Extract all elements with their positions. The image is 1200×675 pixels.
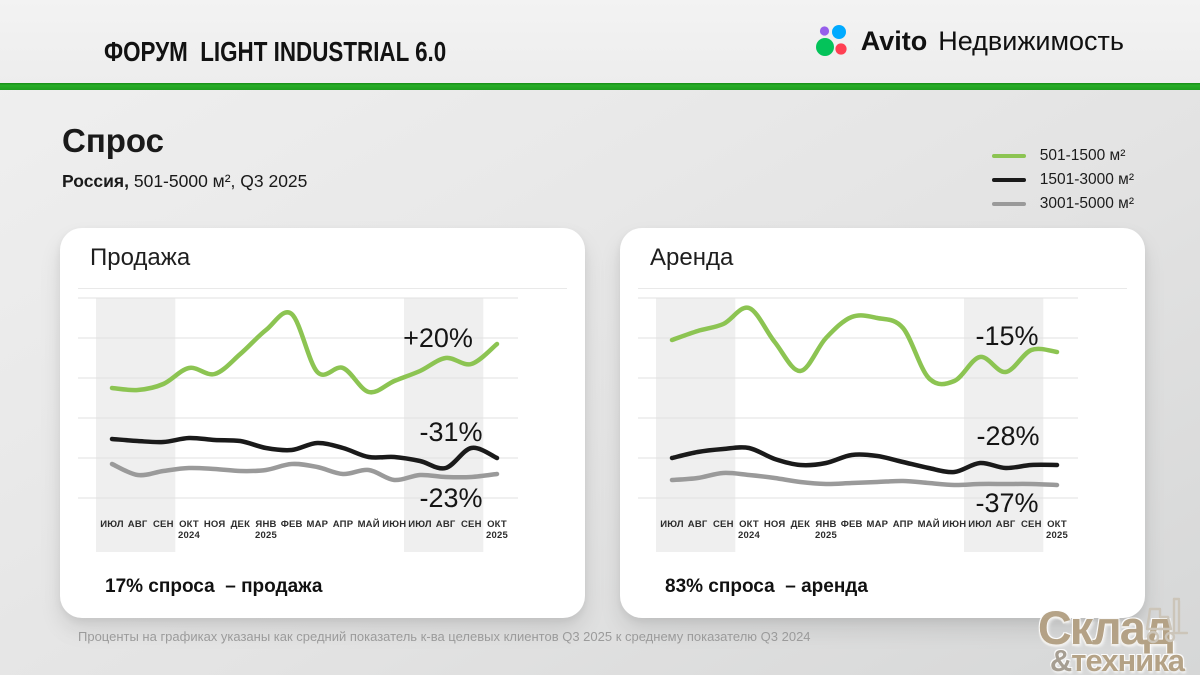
svg-text:-28%: -28%: [976, 421, 1039, 451]
svg-text:ЯНВ: ЯНВ: [255, 519, 276, 530]
subtitle-detail: 501-5000 м², Q3 2025: [129, 171, 308, 191]
svg-text:СЕН: СЕН: [713, 519, 734, 530]
avito-logo-icon: [815, 25, 847, 56]
header-bar: ФОРУМ LIGHT INDUSTRIAL 6.0 Avito Недвижи…: [0, 0, 1200, 83]
svg-text:ОКТ: ОКТ: [739, 519, 759, 530]
legend-label: 3001-5000 м²: [1039, 195, 1134, 212]
svg-text:НОЯ: НОЯ: [204, 519, 226, 530]
svg-text:ИЮЛ: ИЮЛ: [100, 519, 124, 530]
svg-text:СЕН: СЕН: [153, 519, 174, 530]
svg-text:АВГ: АВГ: [688, 519, 708, 530]
sklad-tehnika-watermark: Склад &техника: [1037, 597, 1188, 675]
svg-text:СЕН: СЕН: [1021, 519, 1042, 530]
watermark-line1: Склад: [1037, 601, 1174, 655]
forum-title: ФОРУМ LIGHT INDUSTRIAL 6.0: [104, 36, 447, 67]
legend-swatch-black: [991, 178, 1026, 182]
svg-text:ИЮЛ: ИЮЛ: [968, 519, 992, 530]
brand-name: Avito: [860, 25, 928, 56]
svg-text:ИЮЛ: ИЮЛ: [408, 519, 432, 530]
svg-text:АПР: АПР: [893, 519, 914, 530]
legend-label: 501-1500 м²: [1039, 147, 1126, 164]
sales-card-title: Продажа: [90, 244, 191, 271]
card-divider: [78, 288, 567, 289]
svg-text:ФЕВ: ФЕВ: [281, 519, 303, 530]
svg-text:ОКТ: ОКТ: [487, 519, 507, 530]
svg-text:2024: 2024: [178, 530, 200, 541]
svg-text:ОКТ: ОКТ: [1047, 519, 1067, 530]
svg-text:ФЕВ: ФЕВ: [841, 519, 863, 530]
svg-text:АВГ: АВГ: [996, 519, 1016, 530]
svg-text:2025: 2025: [815, 530, 837, 541]
svg-text:2025: 2025: [1046, 530, 1068, 541]
legend-row: 3001-5000 м²: [991, 194, 1134, 214]
svg-text:МАЙ: МАЙ: [918, 518, 940, 530]
svg-text:АВГ: АВГ: [128, 519, 148, 530]
svg-text:ИЮН: ИЮН: [382, 519, 406, 530]
legend-row: 1501-3000 м²: [991, 170, 1134, 190]
svg-text:2025: 2025: [486, 530, 508, 541]
watermark-amp: &: [1049, 642, 1072, 675]
svg-text:ЯНВ: ЯНВ: [815, 519, 836, 530]
subtitle-region: Россия,: [62, 171, 129, 191]
brand-suffix: Недвижимость: [938, 25, 1124, 56]
page-title: Спрос: [62, 122, 164, 159]
svg-text:2025: 2025: [255, 530, 277, 541]
watermark-word: техника: [1071, 642, 1185, 675]
avito-brand: Avito Недвижимость: [814, 22, 1124, 60]
svg-text:-15%: -15%: [975, 321, 1038, 351]
rent-card-title: Аренда: [650, 244, 734, 271]
svg-text:МАЙ: МАЙ: [358, 518, 380, 530]
svg-text:2024: 2024: [738, 530, 760, 541]
svg-text:НОЯ: НОЯ: [764, 519, 786, 530]
card-divider: [638, 288, 1127, 289]
page-subtitle: Россия, 501-5000 м², Q3 2025: [62, 171, 307, 192]
watermark-line2: &техника: [1050, 645, 1185, 675]
rent-card: Аренда -15% -28% -37% ИЮЛ АВГ СЕН ОКТ 2024 НОЯ ДЕ…: [620, 228, 1145, 618]
svg-text:ОКТ: ОКТ: [179, 519, 199, 530]
legend-row: 501-1500 м²: [991, 146, 1134, 166]
sales-card: Продажа +20% -31% -23% ИЮЛ АВГ СЕН ОКТ 2024 НОЯ Д…: [60, 228, 585, 618]
svg-text:ИЮЛ: ИЮЛ: [660, 519, 684, 530]
forklift-icon: [1145, 597, 1188, 644]
green-divider: [0, 83, 1200, 90]
legend-swatch-green: [991, 154, 1026, 158]
svg-text:АПР: АПР: [333, 519, 354, 530]
svg-text:ДЕК: ДЕК: [231, 519, 251, 530]
rent-caption: 83% спроса – аренда: [665, 576, 868, 597]
sales-caption: 17% спроса – продажа: [105, 576, 323, 597]
svg-text:ДЕК: ДЕК: [791, 519, 811, 530]
footnote: Проценты на графиках указаны как средний…: [78, 629, 811, 644]
svg-text:+20%: +20%: [403, 323, 473, 353]
svg-text:-31%: -31%: [419, 417, 482, 447]
legend-swatch-gray: [991, 202, 1026, 206]
svg-text:СЕН: СЕН: [461, 519, 482, 530]
svg-text:-23%: -23%: [419, 483, 482, 513]
svg-text:ИЮН: ИЮН: [942, 519, 966, 530]
legend-label: 1501-3000 м²: [1039, 171, 1134, 188]
svg-text:АВГ: АВГ: [436, 519, 456, 530]
svg-text:МАР: МАР: [306, 519, 328, 530]
svg-text:МАР: МАР: [866, 519, 888, 530]
svg-text:-37%: -37%: [975, 488, 1038, 518]
legend: 501-1500 м² 1501-3000 м² 3001-5000 м²: [991, 146, 1134, 214]
